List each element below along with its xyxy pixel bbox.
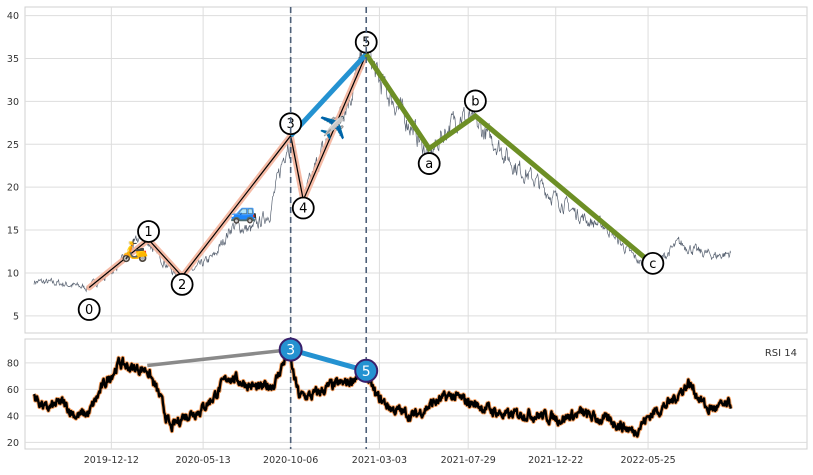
x-tick-label: 2020-10-06 [263, 455, 318, 466]
wave-label-circle [170, 272, 194, 296]
rsi-layer: 35 [32, 337, 733, 439]
price-y-tick-label: 20 [7, 183, 19, 194]
price-y-tick-label: 15 [7, 226, 19, 237]
wave-label-text: 2 [178, 278, 186, 293]
vertical-lines [289, 7, 368, 449]
rsi-marker-circle [354, 358, 379, 383]
price-y-ticks: 5 10 15 20 25 30 35 40 [7, 11, 19, 322]
wave-label-text: b [471, 94, 479, 109]
x-tick-label: 2019-12-12 [84, 455, 139, 466]
price-panel-frame [24, 6, 808, 334]
wave-label-1: 1 [137, 220, 160, 243]
rsi-panel-frame [24, 338, 808, 450]
wave-label-a: a [417, 152, 441, 175]
price-y-tick-label: 40 [7, 11, 19, 22]
price-y-tick-label: 25 [7, 140, 19, 151]
rsi-legend: RSI 14 [765, 348, 797, 359]
rsi-y-tick-label: 60 [7, 385, 19, 396]
x-tick-label: 2020-05-13 [175, 455, 230, 466]
rsi-y-tick-label: 80 [7, 358, 19, 369]
x-tick-label: 2022-05-25 [620, 455, 675, 466]
wave-label-b: b [463, 89, 487, 113]
wave-3-5-line [288, 52, 369, 138]
rsi-y-ticks: 20 40 60 80 [7, 358, 19, 449]
wave-label-circle [417, 152, 441, 175]
wave-label-2: 2 [170, 272, 194, 296]
rsi-divergence-blue-line [290, 347, 367, 374]
wave-label-text: 0 [85, 303, 93, 318]
wave-label-c: c [641, 251, 665, 275]
wave-label-text: 3 [287, 117, 295, 132]
wave-label-circle [641, 251, 665, 275]
wave-label-text: 5 [362, 36, 370, 51]
rsi-line [32, 349, 732, 438]
wave-label-circle [77, 298, 101, 321]
rsi-y-tick-label: 20 [7, 438, 19, 449]
wave-label-circle [137, 220, 160, 243]
wave-label-circle [279, 112, 303, 136]
rsi-divergence-gray-line [147, 347, 291, 368]
rsi-marker-circle [278, 337, 303, 362]
impulse-wave-line [88, 53, 367, 288]
car-icon: 🚙 [230, 200, 257, 225]
rsi-marker-text: 5 [362, 364, 371, 380]
rsi-marker-text: 3 [286, 343, 295, 359]
rsi-marker-5: 5 [354, 358, 379, 383]
x-tick-label: 2021-12-22 [528, 455, 583, 466]
corrective-wave-line [364, 52, 655, 267]
rsi-y-tick-label: 40 [7, 411, 19, 422]
x-tick-label: 2021-07-29 [441, 455, 496, 466]
x-tick-label: 2021-03-03 [352, 455, 407, 466]
wave-label-text: a [425, 157, 433, 172]
wave-label-0: 0 [77, 298, 101, 321]
wave-label-circle [291, 196, 315, 220]
rsi-marker-3: 3 [278, 337, 303, 362]
x-ticks: 2019-12-12 2020-05-13 2020-10-06 2021-03-03… [84, 455, 676, 466]
price-y-tick-label: 35 [7, 54, 19, 65]
wave-label-text: 4 [299, 202, 307, 217]
wave-label-text: 1 [144, 225, 152, 240]
wave-label-4: 4 [291, 196, 315, 220]
price-y-tick-label: 30 [7, 97, 19, 108]
wave-label-3: 3 [279, 112, 303, 136]
airplane-icon: ✈️ [319, 114, 346, 141]
price-y-tick-label: 5 [13, 311, 19, 322]
price-y-tick-label: 10 [7, 268, 19, 279]
wave-label-circle [463, 89, 487, 113]
wave-label-text: c [649, 257, 656, 272]
